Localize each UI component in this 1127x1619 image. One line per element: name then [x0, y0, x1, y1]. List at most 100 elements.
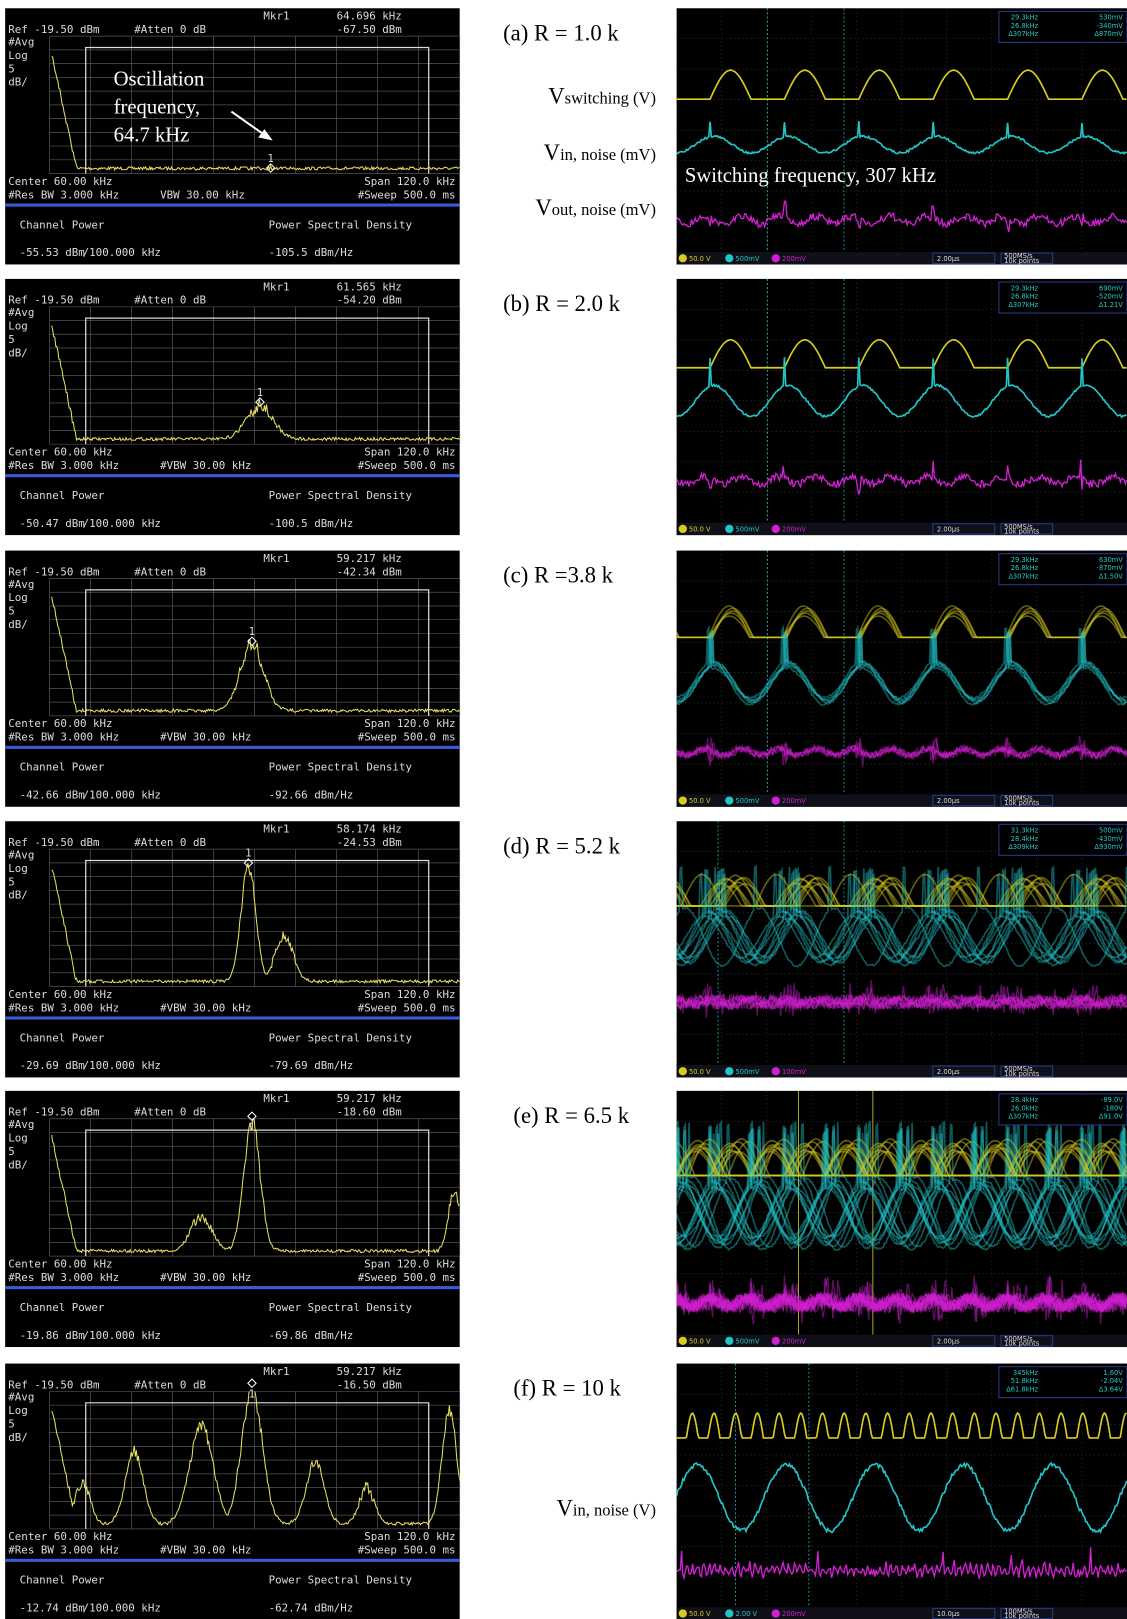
spectrum-center: Center 60.00 kHz	[8, 175, 112, 188]
spectrum-channel-power-label: Channel Power	[20, 1574, 105, 1587]
spectrum-channel-power-label: Channel Power	[20, 489, 105, 502]
spectrum-span: Span 120.0 kHz	[364, 1257, 455, 1270]
spectrum-scale-type: Log	[8, 1404, 28, 1417]
cursor-freq: 26.8kHz	[1011, 22, 1039, 30]
case-label: (b) R = 2.0 k	[503, 291, 621, 316]
cursor-freq: Δ307kHz	[1008, 30, 1038, 38]
separator	[5, 474, 460, 477]
spectrum-atten: #Atten 0 dB	[134, 1106, 206, 1119]
channel-badge	[772, 796, 780, 804]
record-length: 10k points	[1004, 257, 1040, 265]
spectrum-psd-label: Power Spectral Density	[269, 1031, 413, 1044]
spectrum-marker-freq: 59.217 kHz	[337, 1092, 402, 1105]
cursor-freq: Δ307kHz	[1008, 1113, 1038, 1121]
channel-scale: 50.0 V	[689, 525, 711, 533]
channel-scale: 200mV	[782, 525, 806, 533]
spectrum-channel-power: -55.53 dBm	[20, 246, 85, 259]
spectrum-marker-amp: -67.50 dBm	[337, 23, 402, 36]
channel-scale: 500mV	[735, 255, 759, 263]
channel-scale: 200mV	[782, 1610, 806, 1618]
separator	[5, 1559, 460, 1562]
spectrum-psd: -105.5 dBm/Hz	[269, 246, 354, 259]
spectrum-avg: #Avg	[8, 306, 34, 319]
spectrum-avg: #Avg	[8, 578, 34, 591]
scope-panel: 29.3kHz26.8kHzΔ307kHz630mV-870mVΔ1.50V50…	[677, 551, 1127, 808]
scope-background	[677, 1364, 1127, 1619]
spectrum-scale-type: Log	[8, 591, 28, 604]
scope-panel: 29.3kHz26.8kHzΔ307kHz530mV-340mVΔ870mV50…	[677, 8, 1127, 265]
oscillation-annotation: Oscillation	[114, 69, 205, 91]
spectrum-marker: Mkr1	[263, 280, 289, 293]
spectrum-scale: 5	[8, 1418, 15, 1431]
scope-panel: 345kHz51.8kHzΔ61.8kHz1.60V-2.04VΔ3.64V50…	[677, 1364, 1127, 1619]
cursor-freq: 31.3kHz	[1011, 827, 1039, 835]
spectrum-marker-amp: -42.34 dBm	[337, 565, 402, 578]
spectrum-ref: Ref -19.50 dBm	[8, 294, 99, 307]
spectrum-psd-label: Power Spectral Density	[269, 489, 413, 502]
spectrum-channel-power: -50.47 dBm	[20, 517, 85, 530]
spectrum-channel-power: -42.66 dBm	[20, 789, 85, 802]
channel-badge	[725, 1337, 733, 1345]
spectrum-marker-amp: -24.53 dBm	[337, 836, 402, 849]
cursor-freq: 28.4kHz	[1011, 835, 1039, 843]
cursor-freq: 29.3kHz	[1011, 284, 1039, 292]
spectrum-sweep: #Sweep 500.0 ms	[358, 1271, 456, 1284]
marker-number: 1	[257, 386, 264, 399]
spectrum-center: Center 60.00 kHz	[8, 1257, 112, 1270]
spectrum-scale: 5	[8, 875, 15, 888]
spectrum-marker: Mkr1	[263, 823, 289, 836]
spectrum-psd: -79.69 dBm/Hz	[269, 1059, 354, 1072]
timebase: 2.00µs	[937, 1068, 960, 1076]
cursor-volt: 690mV	[1099, 284, 1123, 292]
spectrum-bandwidth: /100.000 kHz	[83, 517, 161, 530]
signal-subscript: out, noise	[552, 200, 616, 219]
signal-unit: (mV)	[620, 145, 656, 164]
spectrum-bandwidth: /100.000 kHz	[83, 1601, 161, 1614]
signal-label: Vin, noise(mV)	[544, 140, 656, 165]
spectrum-ref: Ref -19.50 dBm	[8, 565, 99, 578]
marker-number: 1	[245, 847, 252, 860]
spectrum-psd: -69.86 dBm/Hz	[269, 1329, 354, 1342]
signal-symbol: V	[548, 83, 565, 108]
spectrum-vbw: #VBW 30.00 kHz	[160, 459, 251, 472]
cursor-freq: 51.8kHz	[1011, 1377, 1039, 1385]
record-length: 10k points	[1004, 1070, 1040, 1078]
spectrum-res-bw: #Res BW 3.000 kHz	[8, 731, 119, 744]
cursor-volt: -180V	[1103, 1104, 1123, 1112]
cursor-volt: -870mV	[1097, 564, 1124, 572]
cursor-volt: Δ870mV	[1094, 30, 1123, 38]
cursor-volt: 1.60V	[1103, 1369, 1123, 1377]
channel-badge	[679, 525, 687, 533]
spectrum-bandwidth: /100.000 kHz	[83, 1059, 161, 1072]
spectrum-avg: #Avg	[8, 1391, 34, 1404]
channel-scale: 50.0 V	[689, 1337, 711, 1345]
cursor-freq: 345kHz	[1013, 1369, 1039, 1377]
channel-scale: 500mV	[735, 525, 759, 533]
spectrum-scale-unit: dB/	[8, 1158, 28, 1171]
spectrum-bandwidth: /100.000 kHz	[83, 246, 161, 259]
cursor-volt: Δ930mV	[1094, 843, 1123, 851]
timebase: 2.00µs	[937, 1337, 960, 1345]
spectrum-scale: 5	[8, 605, 15, 618]
spectrum-scale-type: Log	[8, 1131, 28, 1144]
spectrum-panel: 1Mkr159.217 kHz-16.50 dBmRef -19.50 dBm#…	[5, 1364, 460, 1619]
spectrum-ref: Ref -19.50 dBm	[8, 1106, 99, 1119]
spectrum-psd-label: Power Spectral Density	[269, 1574, 413, 1587]
spectrum-panel: 1Mkr161.565 kHz-54.20 dBmRef -19.50 dBm#…	[5, 279, 460, 535]
spectrum-ref: Ref -19.50 dBm	[8, 23, 99, 36]
spectrum-span: Span 120.0 kHz	[364, 446, 455, 459]
channel-badge	[725, 254, 733, 262]
spectrum-vbw: #VBW 30.00 kHz	[160, 1544, 251, 1557]
spectrum-atten: #Atten 0 dB	[134, 294, 206, 307]
spectrum-span: Span 120.0 kHz	[364, 175, 455, 188]
spectrum-marker: Mkr1	[263, 1365, 289, 1378]
spectrum-res-bw: #Res BW 3.000 kHz	[8, 1544, 119, 1557]
cursor-volt: 630mV	[1099, 556, 1123, 564]
cursor-freq: 29.3kHz	[1011, 556, 1039, 564]
cursor-freq: Δ307kHz	[1008, 572, 1038, 580]
case-label: (c) R =3.8 k	[503, 563, 614, 588]
signal-label: Vswitching(V)	[548, 83, 656, 108]
channel-badge	[772, 525, 780, 533]
